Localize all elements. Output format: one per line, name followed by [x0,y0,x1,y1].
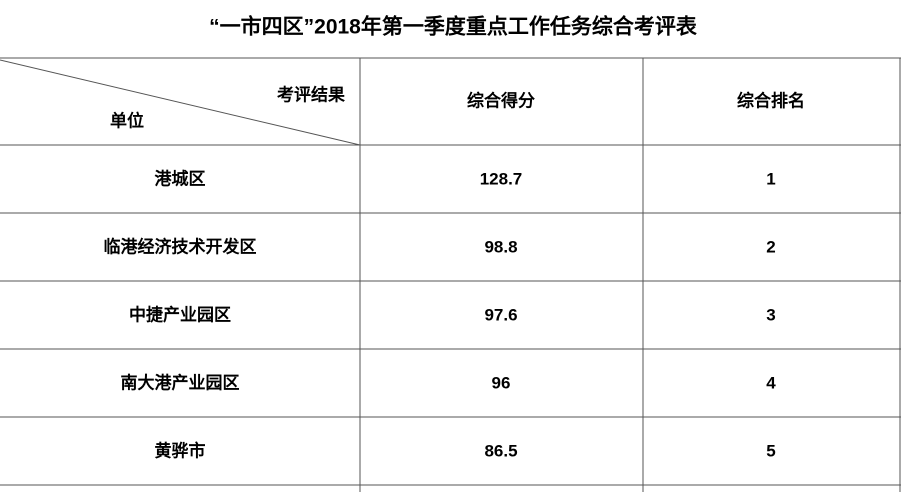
rank: 4 [766,373,776,392]
rank: 3 [766,305,775,324]
table-grid [0,57,901,492]
rank: 2 [766,237,775,256]
column-header: 综合排名 [737,90,805,110]
column-header: 综合得分 [467,90,535,110]
score: 128.7 [480,169,523,188]
unit-name: 黄骅市 [155,440,206,460]
corner-label: 单位 [110,110,144,130]
diagonal [0,59,361,146]
score: 96 [492,373,511,392]
unit-name: 临港经济技术开发区 [104,236,257,256]
rank: 1 [766,169,775,188]
score: 86.5 [484,441,517,460]
unit-name: 中捷产业园区 [129,304,231,324]
score: 97.6 [484,305,517,324]
score: 98.8 [484,237,517,256]
table-title: “一市四区”2018年第一季度重点工作任务综合考评表 [209,15,698,39]
rank: 5 [766,441,775,460]
unit-name: 港城区 [155,168,206,188]
corner-label: 考评结果 [276,84,345,104]
unit-name: 南大港产业园区 [121,372,240,392]
